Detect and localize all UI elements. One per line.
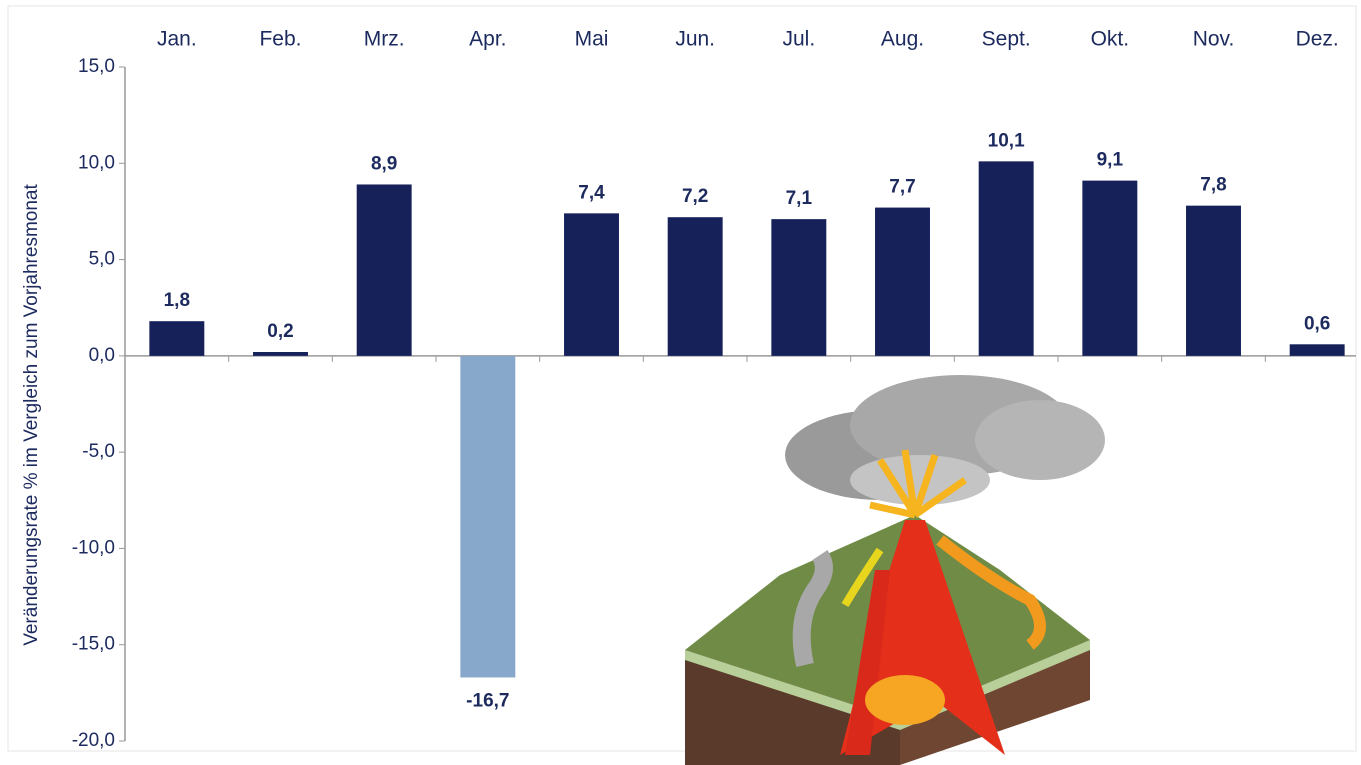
x-tick-label: Mrz. — [364, 28, 405, 51]
chart-border — [7, 5, 1357, 752]
bar — [1082, 180, 1138, 356]
x-tick-label: Aug. — [881, 28, 924, 51]
value-label: 7,8 — [1200, 175, 1226, 196]
bar — [356, 184, 412, 356]
value-label: 0,2 — [267, 321, 293, 342]
x-tick-label: Jul. — [782, 28, 815, 51]
y-tick-label: 0,0 — [89, 345, 115, 366]
y-tick-label: 15,0 — [78, 56, 115, 77]
x-tick-label: Nov. — [1193, 28, 1235, 51]
bar — [460, 355, 516, 678]
y-tick-label: -15,0 — [72, 634, 115, 655]
bar — [1186, 205, 1241, 356]
x-tick-label: Okt. — [1091, 28, 1130, 51]
y-axis-title: Veränderungsrate % im Vergleich zum Vorj… — [21, 184, 42, 646]
bar — [149, 321, 205, 356]
x-tick-label: Sept. — [982, 28, 1031, 51]
y-tick-label: 5,0 — [89, 249, 115, 270]
value-label: 7,2 — [682, 186, 708, 207]
value-label: 7,1 — [786, 188, 813, 209]
y-tick-label: -5,0 — [82, 441, 115, 462]
x-tick-label: Jun. — [675, 28, 715, 51]
bar — [771, 219, 827, 356]
bar — [253, 352, 308, 356]
value-label: 10,1 — [988, 130, 1025, 151]
value-label: 7,4 — [578, 182, 605, 203]
value-label: 0,6 — [1304, 313, 1330, 334]
value-label: 7,7 — [889, 177, 915, 198]
plot-area: 15,0 10,0 5,0 0,0 -5,0 -10,0 -15,0 -20,0 Jan. 1,8… — [72, 28, 1356, 751]
bar — [978, 161, 1034, 356]
x-tick-label: Apr. — [469, 28, 506, 51]
x-tick-label: Jan. — [157, 28, 197, 51]
x-tick-label: Dez. — [1296, 28, 1339, 51]
value-label: 8,9 — [371, 153, 397, 174]
bar — [564, 213, 619, 356]
y-tick-label: -20,0 — [72, 730, 115, 751]
volcano-illustration — [685, 375, 1105, 765]
bar — [1289, 344, 1345, 356]
x-tick-label: Mai — [575, 28, 609, 51]
y-tick-label: -10,0 — [72, 537, 115, 558]
value-label: -16,7 — [466, 690, 509, 711]
value-label: 9,1 — [1097, 150, 1124, 171]
y-tick-label: 10,0 — [78, 152, 115, 173]
bar — [667, 217, 723, 356]
x-tick-label: Feb. — [259, 28, 301, 51]
bar — [875, 207, 930, 356]
value-label: 1,8 — [164, 290, 190, 311]
